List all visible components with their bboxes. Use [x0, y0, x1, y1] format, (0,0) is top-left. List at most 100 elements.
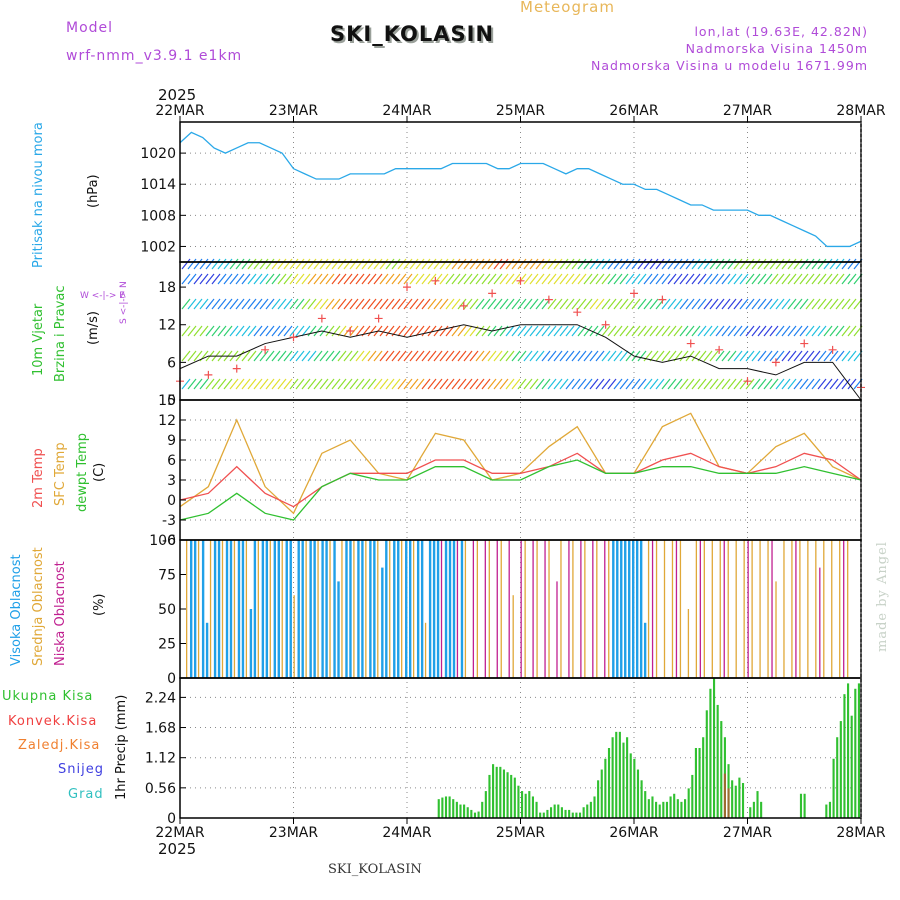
- precip-bar: [560, 807, 563, 818]
- x-tick-top: 26MAR: [609, 103, 658, 119]
- wind-barb: [187, 258, 197, 270]
- wind-barb: [625, 298, 635, 310]
- wind-barb: [679, 350, 689, 362]
- wind-barb: [817, 350, 827, 362]
- wind-barb: [511, 350, 521, 362]
- wind-barb: [631, 350, 641, 362]
- wind-barb: [451, 258, 461, 270]
- wind-barb: [193, 273, 203, 285]
- wind-barb: [349, 273, 359, 285]
- precip-bar: [839, 721, 842, 818]
- wind-barb: [217, 273, 227, 285]
- wind-barb: [205, 325, 215, 337]
- precip-bar: [850, 715, 853, 818]
- wind-barb: [271, 378, 281, 390]
- wind-barb: [625, 258, 635, 270]
- precip-bar: [636, 769, 640, 818]
- pressure-ylabel: Pritisak na nivou mora: [31, 122, 46, 268]
- wind-barb: [535, 378, 545, 390]
- precip-bar: [578, 812, 582, 818]
- cloud-bar: [357, 540, 360, 678]
- wind-barb: [481, 350, 491, 362]
- precip-bar: [658, 804, 661, 818]
- wind-barb: [811, 325, 821, 337]
- cloud-ytick-label: 75: [158, 568, 176, 584]
- wind-barb: [799, 273, 809, 285]
- wind-barb: [643, 258, 653, 270]
- cloud-bar: [791, 540, 793, 678]
- precip-bar: [847, 683, 850, 818]
- cloud-bar: [313, 540, 316, 678]
- wind-barb: [313, 325, 323, 337]
- precip-ytick-label: 1.68: [145, 721, 176, 737]
- temp-ytick-label: 9: [167, 433, 176, 449]
- wind-barb: [235, 298, 245, 310]
- cloud-ylabel-high: Visoka Oblacnost: [9, 554, 24, 666]
- x-tick-bottom: 28MAR: [836, 825, 885, 841]
- wind-barb: [715, 258, 725, 270]
- wind-barb: [709, 298, 719, 310]
- wind-barb: [283, 258, 293, 270]
- wind-barb: [781, 378, 791, 390]
- wind-barb: [259, 273, 269, 285]
- precip-conv-bar: [727, 788, 730, 818]
- wind-barb: [517, 258, 527, 270]
- wind-barb: [763, 298, 773, 310]
- wind-barb: [307, 350, 317, 362]
- wind-barb: [421, 298, 431, 310]
- precip-bar: [615, 731, 618, 818]
- cloud-bar: [186, 540, 188, 678]
- wind-barb: [703, 378, 713, 390]
- wind-barb: [349, 378, 359, 390]
- wind-barb: [403, 298, 413, 310]
- wind-barb: [313, 378, 323, 390]
- pressure-ytick-label: 1002: [140, 239, 176, 255]
- x-tick-bottom: 23MAR: [269, 825, 318, 841]
- wind-barb: [733, 258, 743, 270]
- wind-barb: [529, 298, 539, 310]
- wind-barb: [307, 298, 317, 310]
- wind-barb: [187, 325, 197, 337]
- cloud-bar: [651, 540, 654, 678]
- wind-barb: [649, 325, 659, 337]
- wind-barb: [637, 258, 647, 270]
- wind-barb: [823, 298, 833, 310]
- wind-barb: [745, 298, 755, 310]
- wind-barb: [625, 378, 635, 390]
- wind-barb: [625, 273, 635, 285]
- wind-barb: [211, 258, 221, 270]
- wind-barb: [409, 273, 419, 285]
- wind-barb: [223, 378, 233, 390]
- wind-barb: [547, 378, 557, 390]
- cloud-bar: [843, 540, 845, 678]
- wind-barb: [361, 273, 371, 285]
- wind-barb: [823, 258, 833, 270]
- cloud-bar: [245, 540, 248, 678]
- wind-barb: [409, 298, 419, 310]
- cloud-bar: [201, 540, 205, 678]
- wind-barb: [241, 273, 251, 285]
- precip-bar: [481, 801, 484, 818]
- wind-barb: [313, 273, 323, 285]
- wind-barb: [619, 378, 629, 390]
- cloud-bar: [217, 540, 221, 678]
- cloud-ytick-label: 50: [158, 602, 176, 618]
- cloud-bar: [719, 540, 721, 678]
- precip-bar: [705, 710, 708, 818]
- wind-barb: [373, 350, 383, 362]
- wind-barb: [193, 258, 203, 270]
- wind-barb: [457, 350, 467, 362]
- wind-ytick-label: 6: [167, 355, 176, 371]
- precip-bar: [553, 804, 556, 818]
- wind-barb: [469, 378, 479, 390]
- wind-barb: [487, 350, 497, 362]
- precip-bar: [828, 801, 832, 818]
- wind-barb: [379, 298, 389, 310]
- wind-barb: [805, 350, 815, 362]
- wind-barb: [619, 258, 629, 270]
- wind-barb: [745, 350, 755, 362]
- precip-bar: [568, 809, 571, 818]
- precip-bar: [698, 748, 701, 818]
- wind-barb: [373, 273, 383, 285]
- cloud-bar: [317, 540, 319, 678]
